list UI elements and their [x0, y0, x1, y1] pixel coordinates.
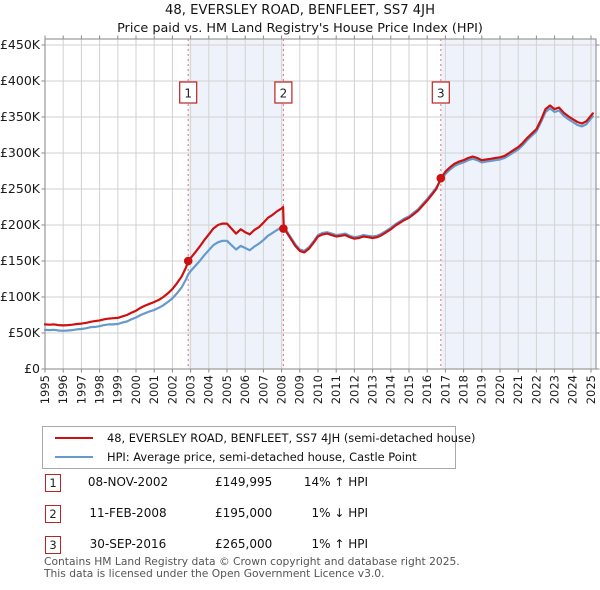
x-axis-label: 2019 — [475, 375, 489, 404]
x-axis-label: 1996 — [56, 375, 70, 404]
x-axis-label: 2013 — [366, 375, 380, 404]
transaction-hpi-delta: 1% ↓ HPI — [311, 506, 368, 520]
transaction-date: 08-NOV-2002 — [87, 475, 169, 489]
license-footer: Contains HM Land Registry data © Crown c… — [44, 556, 564, 579]
x-axis-label: 2017 — [438, 375, 452, 404]
table-row: 3 30-SEP-2016 £265,000 1% ↑ HPI — [0, 536, 600, 555]
chart-legend: 48, EVERSLEY ROAD, BENFLEET, SS7 4JH (se… — [42, 426, 475, 469]
x-axis-label: 2004 — [202, 375, 216, 404]
y-axis-label: £350K — [0, 109, 41, 124]
page-title: 48, EVERSLEY ROAD, BENFLEET, SS7 4JH — [165, 3, 435, 18]
x-axis-label: 2014 — [384, 375, 398, 404]
transaction-price: £265,000 — [215, 537, 273, 551]
x-axis-label: 2015 — [402, 375, 416, 404]
page-subtitle: Price paid vs. HM Land Registry's House … — [117, 21, 483, 36]
y-axis-label: £50K — [8, 325, 41, 340]
legend-item-property: 48, EVERSLEY ROAD, BENFLEET, SS7 4JH (se… — [43, 429, 475, 448]
x-axis-label: 2016 — [420, 375, 434, 404]
license-line-2: This data is licensed under the Open Gov… — [44, 566, 385, 580]
price-chart-canvas: 1 2 3 £0 £50K £100K £150K £200K £250K £300K £350K £… — [0, 35, 600, 404]
sale-number-box — [431, 81, 450, 104]
table-row: 1 08-NOV-2002 £149,995 14% ↑ HPI — [0, 474, 600, 493]
x-axis-label: 2023 — [548, 375, 562, 404]
y-axis-label: £250K — [0, 181, 41, 196]
x-axis-label: 1999 — [111, 375, 125, 404]
x-axis-label: 2024 — [566, 375, 580, 404]
property-line — [43, 104, 594, 327]
price-chart: 1 2 3 £0 £50K £100K £150K £200K £250K £300K £350K £… — [0, 35, 600, 404]
y-axis-label: £300K — [0, 145, 41, 160]
sale-number-label: 2 — [280, 87, 288, 101]
legend-label: HPI: Average price, semi-detached house,… — [107, 450, 417, 464]
y-axis-label: £450K — [0, 37, 41, 52]
x-axis-label: 2002 — [165, 375, 179, 404]
sale-number-badge: 2 — [45, 505, 61, 523]
transaction-hpi-delta: 1% ↑ HPI — [311, 537, 368, 551]
sale-marker-dot — [436, 173, 446, 183]
x-axis-label: 2006 — [238, 375, 252, 404]
y-axis-label: £0 — [24, 361, 40, 376]
x-axis-label: 2009 — [293, 375, 307, 404]
sale-number-box — [274, 81, 293, 104]
license-line-1: Contains HM Land Registry data © Crown c… — [44, 555, 460, 568]
shaded-period — [188, 39, 284, 369]
x-axis-label: 2000 — [129, 375, 143, 404]
plot-border — [44, 38, 597, 370]
sale-marker-dot — [279, 224, 288, 233]
transaction-date: 11-FEB-2008 — [89, 506, 167, 520]
x-axis-label: 2008 — [275, 375, 289, 404]
x-axis-label: 2005 — [220, 375, 234, 404]
sale-number-label: 1 — [184, 87, 192, 101]
sale-number-label: 3 — [437, 87, 445, 101]
transaction-hpi-delta: 14% ↑ HPI — [303, 475, 368, 489]
x-axis-label: 2020 — [493, 375, 507, 404]
red-line-swatch-icon — [55, 437, 93, 439]
x-axis-label: 2022 — [529, 375, 543, 404]
x-axis-label: 2025 — [584, 375, 598, 404]
y-axis-label: £200K — [0, 217, 41, 232]
y-axis-label: £150K — [0, 253, 41, 268]
transaction-price: £149,995 — [215, 475, 273, 489]
x-axis-label: 2018 — [457, 375, 471, 404]
x-axis-label: 2003 — [184, 375, 198, 404]
sale-number-badge: 1 — [45, 474, 61, 492]
x-axis-label: 1995 — [38, 375, 52, 404]
x-axis-label: 2001 — [147, 375, 161, 404]
sale-number-badge: 3 — [45, 536, 61, 554]
x-axis-label: 1997 — [74, 375, 88, 404]
legend-label: 48, EVERSLEY ROAD, BENFLEET, SS7 4JH (se… — [107, 431, 476, 445]
x-axis-label: 2021 — [511, 375, 525, 404]
sale-marker-dot — [183, 256, 193, 266]
x-axis-label: 2011 — [329, 375, 343, 404]
table-row: 2 11-FEB-2008 £195,000 1% ↓ HPI — [0, 505, 600, 524]
transaction-price: £195,000 — [215, 506, 273, 520]
x-axis-label: 2007 — [256, 375, 270, 404]
y-axis-label: £400K — [0, 73, 41, 88]
sale-number-box — [179, 81, 198, 104]
legend-item-hpi: HPI: Average price, semi-detached house,… — [43, 448, 455, 467]
transaction-date: 30-SEP-2016 — [89, 537, 167, 551]
x-axis-label: 1998 — [93, 375, 107, 404]
blue-line-swatch-icon — [55, 456, 93, 458]
x-axis-label: 2010 — [311, 375, 325, 404]
y-axis-label: £100K — [0, 289, 41, 304]
x-axis-label: 2012 — [347, 375, 361, 404]
